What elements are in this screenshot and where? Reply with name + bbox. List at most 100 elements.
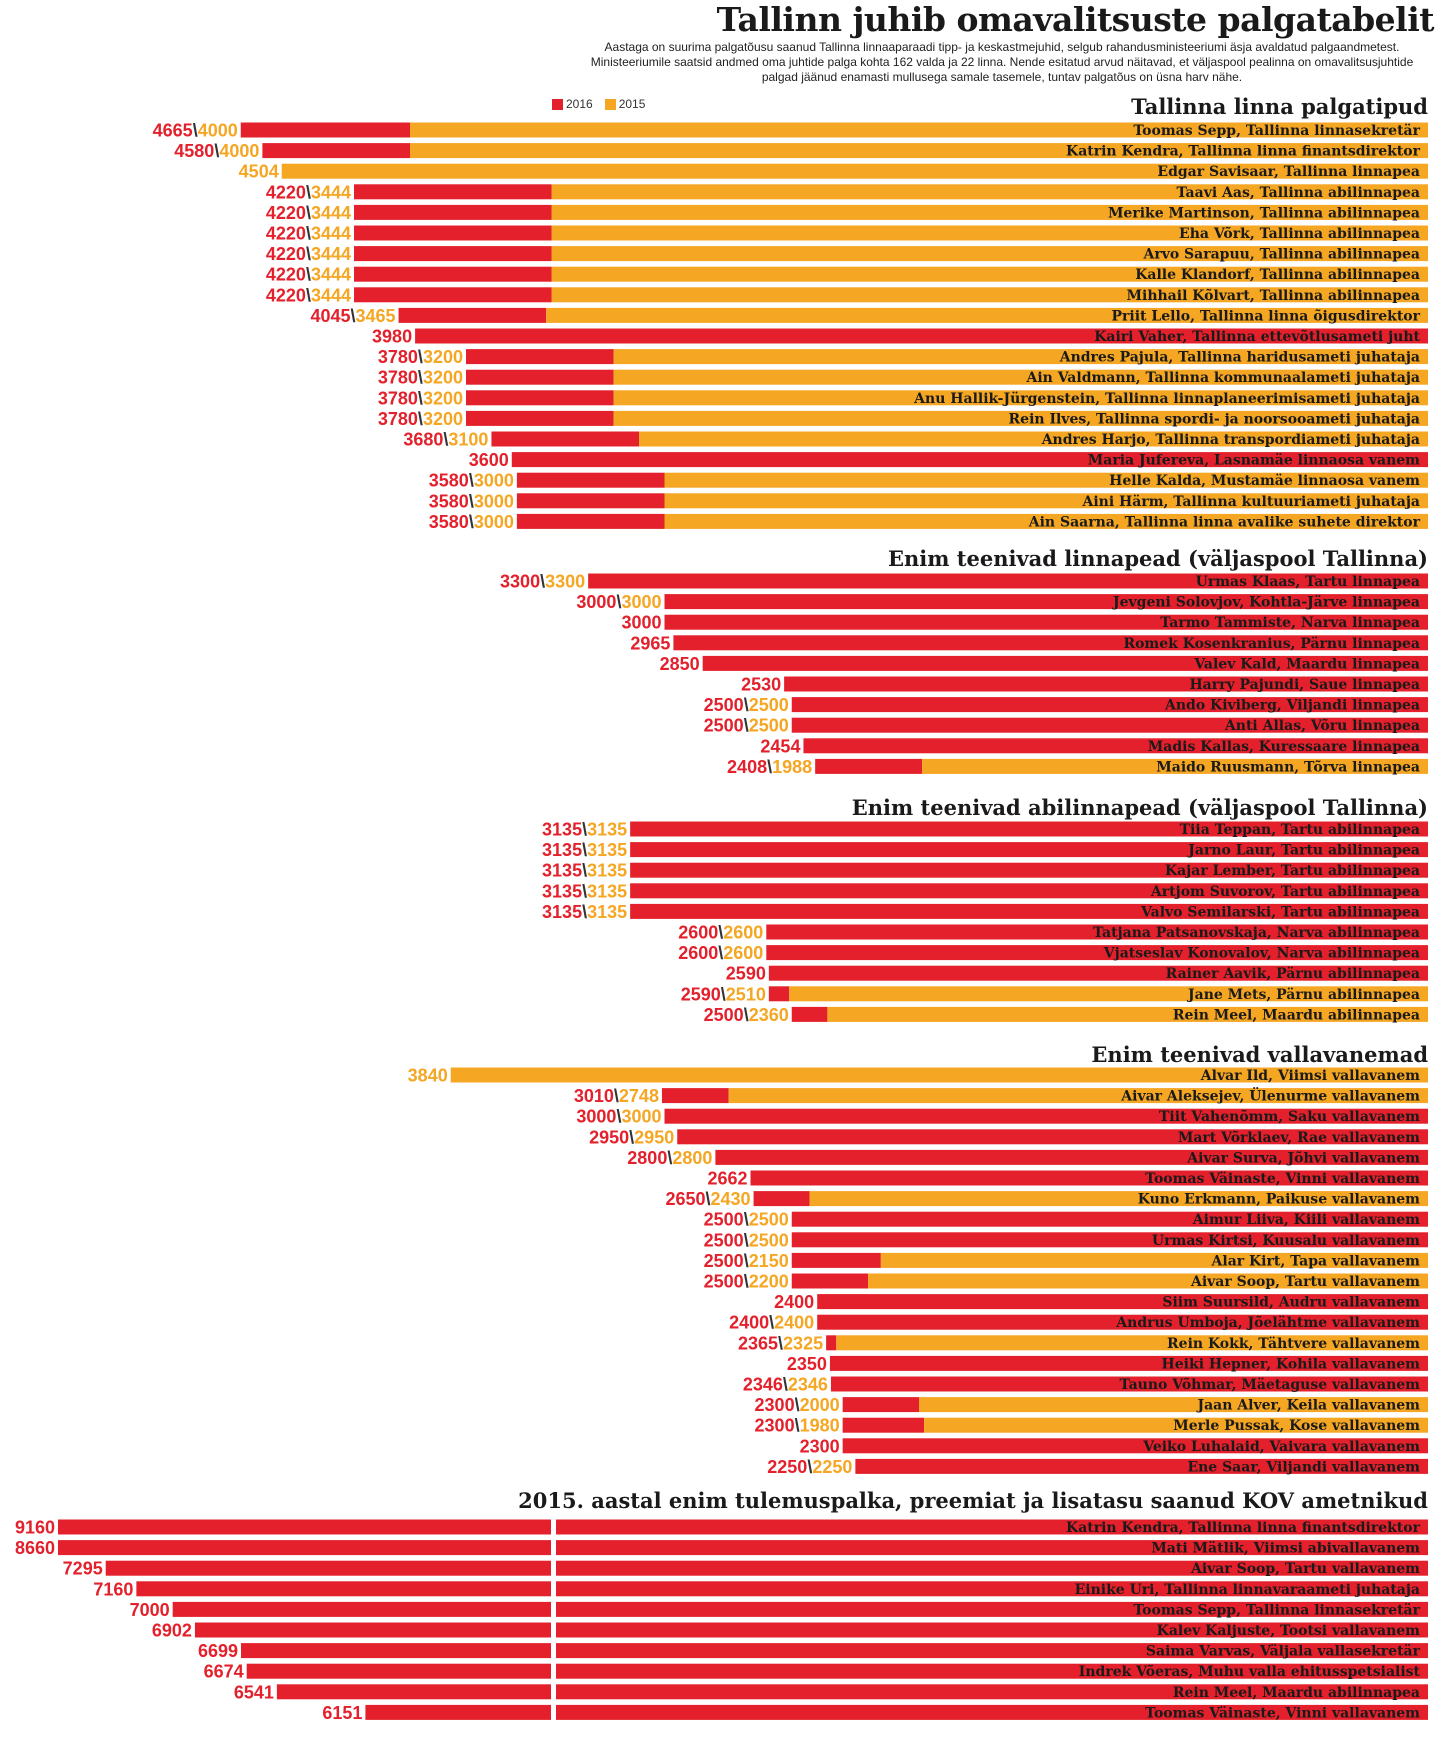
value-label: 4220\3444 — [266, 224, 351, 244]
bar-2016 — [791, 717, 1428, 733]
value-2015: 3840 — [408, 1066, 448, 1086]
value-label: 3135\3135 — [542, 820, 627, 840]
bar-2016 — [830, 1376, 1428, 1392]
row-label: Ene Saar, Viljandi vallavanem — [1187, 1459, 1420, 1475]
value-2016: 2400 — [774, 1292, 814, 1312]
bar-2016 — [630, 903, 1428, 919]
value-2016: 3135 — [542, 861, 582, 881]
bar-2015 — [551, 184, 1428, 200]
page-title: Tallinn juhib omavalitsuste palgatabelit — [716, 0, 1435, 39]
row-label: Kuno Erkmann, Paikuse vallavanem — [1138, 1192, 1420, 1208]
value-2016: 6151 — [322, 1703, 362, 1723]
value-2016: 4220 — [266, 285, 306, 305]
bar-2015 — [809, 1191, 1428, 1207]
value-2015: 2346 — [788, 1375, 828, 1395]
row-label: Aivar Soop, Tartu vallavanem — [1190, 1274, 1420, 1290]
value-2015: 3300 — [545, 572, 585, 592]
value-2015: 3444 — [311, 224, 351, 244]
value-2015: 3200 — [423, 388, 463, 408]
row-label: Priit Lello, Tallinna linna õigusdirekto… — [1112, 307, 1421, 324]
value-2016: 8660 — [15, 1538, 55, 1558]
legend-swatch-2015 — [604, 98, 616, 110]
row-label: Tatjana Patsanovskaja, Narva abilinnapea — [1093, 925, 1420, 941]
row-label: Rein Ilves, Tallinna spordi- ja noorsooa… — [1009, 411, 1420, 427]
value-2016: 4045 — [310, 306, 350, 326]
value-label: 3680\3100 — [403, 430, 488, 450]
value-2015: 2000 — [800, 1395, 840, 1415]
value-separator: \ — [744, 1251, 749, 1271]
value-2015: 2748 — [619, 1086, 659, 1106]
value-separator: \ — [778, 1333, 783, 1353]
value-2015: 3135 — [587, 820, 627, 840]
value-2015: 2430 — [711, 1189, 751, 1209]
bar-2016 — [817, 1294, 1428, 1310]
value-label: 3010\2748 — [574, 1086, 659, 1106]
bar-2016-increase — [791, 1273, 869, 1289]
bar-2016 — [791, 1232, 1428, 1248]
value-label: 7160 — [93, 1579, 133, 1599]
bar-2016-increase — [661, 1088, 729, 1104]
axis-break-gap — [551, 1518, 556, 1536]
value-2016: 3000 — [576, 1107, 616, 1127]
value-label: 3780\3200 — [378, 388, 463, 408]
legend-item-2015: 2015 — [604, 97, 646, 111]
bar-2015 — [613, 410, 1428, 426]
legend-label-2015: 2015 — [618, 97, 646, 111]
value-2015: 3000 — [474, 491, 514, 511]
bar-2016 — [673, 635, 1428, 651]
legend-label-2016: 2016 — [566, 97, 593, 111]
axis-break-gap — [551, 1642, 556, 1660]
bar-2016-increase — [791, 1006, 828, 1022]
value-2015: 3444 — [311, 244, 351, 264]
value-separator: \ — [306, 244, 311, 264]
value-2015: 4000 — [198, 121, 238, 141]
row-label: Merike Martinson, Tallinna abilinnapea — [1108, 205, 1420, 221]
value-label: 6699 — [198, 1641, 238, 1661]
value-2015: 4000 — [219, 141, 259, 161]
value-separator: \ — [769, 1313, 774, 1333]
value-separator: \ — [667, 1148, 672, 1168]
value-separator: \ — [795, 1416, 800, 1436]
row-label: Aivar Aleksejev, Ülenurme vallavanem — [1120, 1086, 1420, 1105]
row-label: Andrus Umboja, Jõelähtme vallavanem — [1115, 1314, 1420, 1331]
value-2016: 2350 — [787, 1354, 827, 1374]
value-separator: \ — [306, 285, 311, 305]
value-2015: 4504 — [239, 162, 279, 182]
value-2015: 3444 — [311, 203, 351, 223]
bar-2016-increase — [354, 184, 552, 200]
value-2015: 3135 — [587, 902, 627, 922]
value-2015: 2500 — [749, 1230, 789, 1250]
value-separator: \ — [795, 1395, 800, 1415]
value-label: 3780\3200 — [378, 368, 463, 388]
bar-2015 — [919, 1397, 1428, 1413]
value-2015: 3200 — [423, 347, 463, 367]
bar-2016 — [365, 1704, 1429, 1720]
value-separator: \ — [744, 1005, 749, 1025]
bar-2016 — [768, 965, 1428, 981]
value-2016: 2346 — [743, 1375, 783, 1395]
value-2016: 2500 — [704, 1251, 744, 1271]
value-2015: 3000 — [474, 512, 514, 532]
legend-item-2016: 2016 — [552, 97, 593, 111]
value-separator: \ — [193, 121, 198, 141]
row-label: Maria Jufereva, Lasnamäe linnaosa vanem — [1088, 453, 1420, 469]
value-2015: 3200 — [423, 368, 463, 388]
bar-2016 — [842, 1438, 1428, 1454]
value-label: 4665\4000 — [153, 121, 238, 141]
value-2015: 2800 — [672, 1148, 712, 1168]
value-separator: \ — [443, 430, 448, 450]
bar-2016 — [136, 1581, 1428, 1597]
row-label: Toomas Sepp, Tallinna linnasekretär — [1133, 123, 1420, 139]
value-2016: 3580 — [429, 471, 469, 491]
value-separator: \ — [350, 306, 355, 326]
value-label: 3780\3200 — [378, 347, 463, 367]
bar-2016-increase — [753, 1191, 810, 1207]
value-label: 2454 — [760, 736, 800, 756]
axis-break-gap — [551, 1539, 556, 1557]
value-label: 8660 — [15, 1538, 55, 1558]
value-label: 7295 — [63, 1559, 103, 1579]
bar-2016 — [241, 1643, 1429, 1659]
row-label: Toomas Väinaste, Vinni vallavanem — [1145, 1171, 1420, 1187]
bar-2016-increase — [465, 410, 614, 426]
bar-2016 — [803, 738, 1428, 754]
